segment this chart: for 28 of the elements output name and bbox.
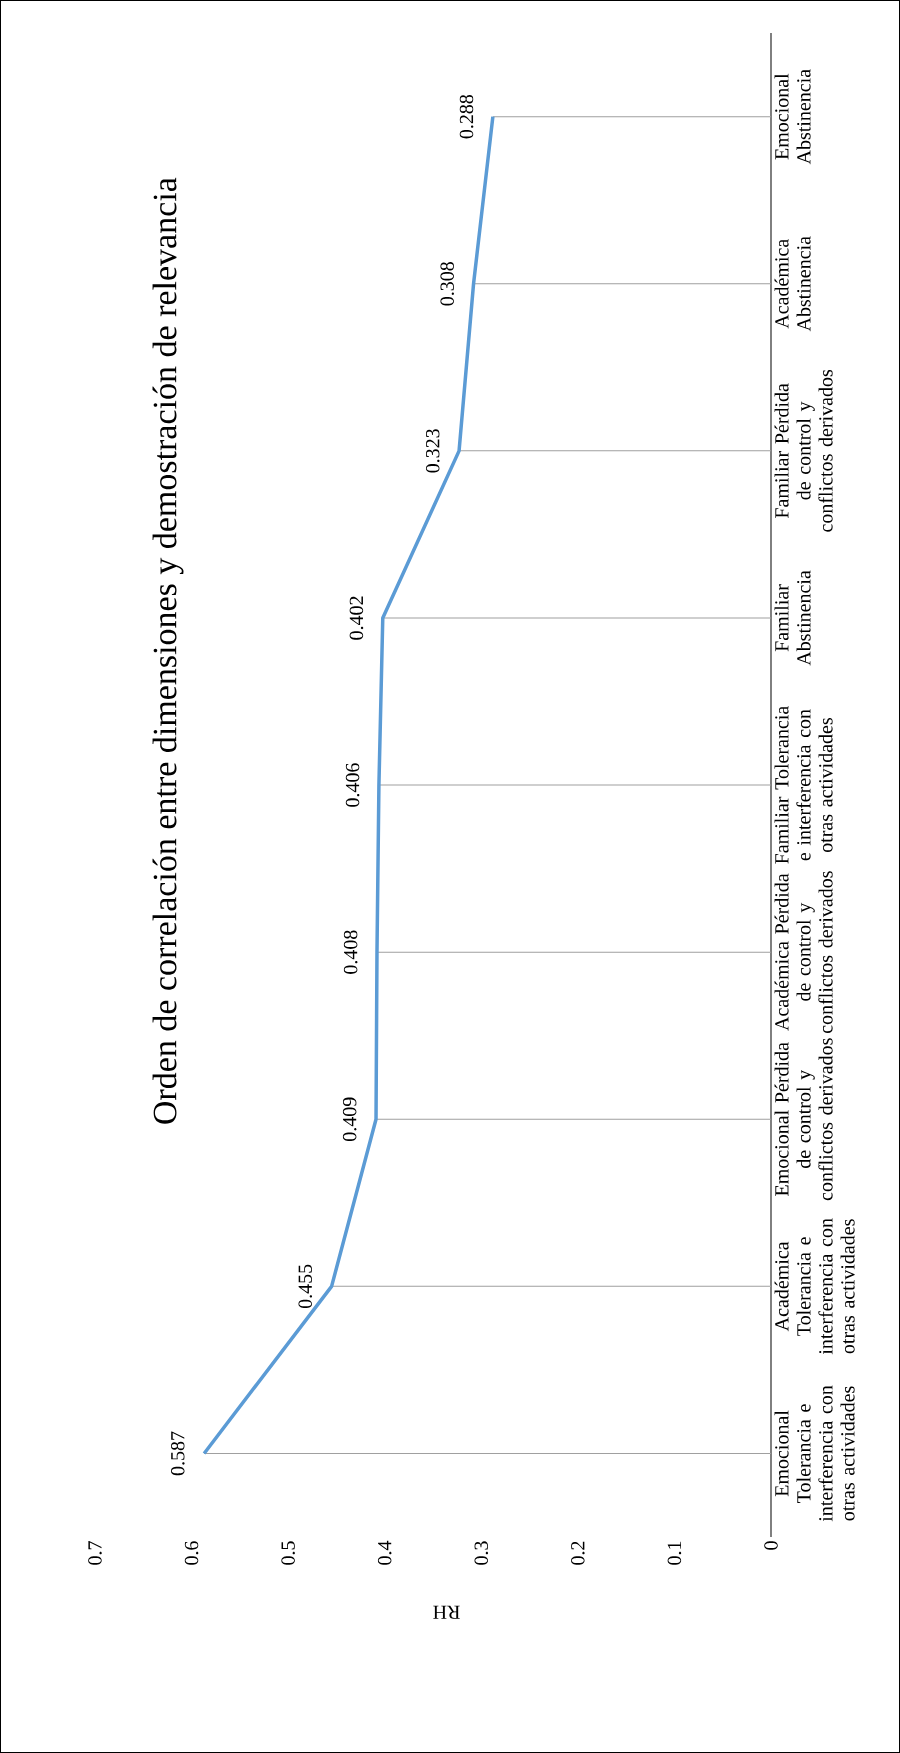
y-tick-label: Emocional Abstinencia	[774, 69, 811, 165]
x-tick-label: 0	[764, 1541, 778, 1550]
data-label: 0.455	[298, 1264, 313, 1309]
data-label: 0.409	[342, 1097, 357, 1141]
data-label: 0.402	[349, 596, 364, 640]
y-tick-label: Académica Pérdida de control y conflictos derivados	[774, 871, 833, 1034]
data-label: 0.408	[343, 930, 358, 974]
y-tick-label: Emocional Tolerancia e interferencia con otras actividades	[774, 1385, 855, 1522]
x-tick-label: 0.7	[88, 1541, 102, 1565]
x-tick-label: 0.5	[281, 1541, 295, 1565]
data-label: 0.406	[345, 763, 360, 807]
y-tick-label: Académica Tolerancia e interferencia con otras actividades	[774, 1218, 855, 1355]
text: Orden de correlación entre dimensiones y demostración de relevancia	[152, 177, 184, 1124]
data-label: 0.323	[425, 429, 440, 473]
y-tick-label: Familiar Pérdida de control y conflictos derivados	[774, 369, 833, 532]
x-tick-label: 0.6	[184, 1541, 199, 1565]
data-label: 0.308	[440, 262, 455, 306]
data-label: 0.288	[459, 94, 474, 139]
x-tick-label: 0.1	[667, 1541, 682, 1565]
x-tick-label: 0.4	[377, 1540, 392, 1565]
y-tick-label: Familiar Tolerancia e interferencia con otras actividades	[774, 706, 833, 864]
y-tick-label: Académica Abstinencia	[774, 236, 811, 332]
x-axis-title: RH	[433, 1605, 460, 1619]
x-tick-label: 0.3	[474, 1541, 489, 1565]
data-label: 0.587	[171, 1431, 185, 1476]
x-tick-label: 0.2	[571, 1541, 585, 1565]
y-tick-label: Emocional Pérdida de control y conflictos derivados	[774, 1038, 833, 1201]
y-tick-label: Familiar Abstinencia	[774, 570, 811, 666]
